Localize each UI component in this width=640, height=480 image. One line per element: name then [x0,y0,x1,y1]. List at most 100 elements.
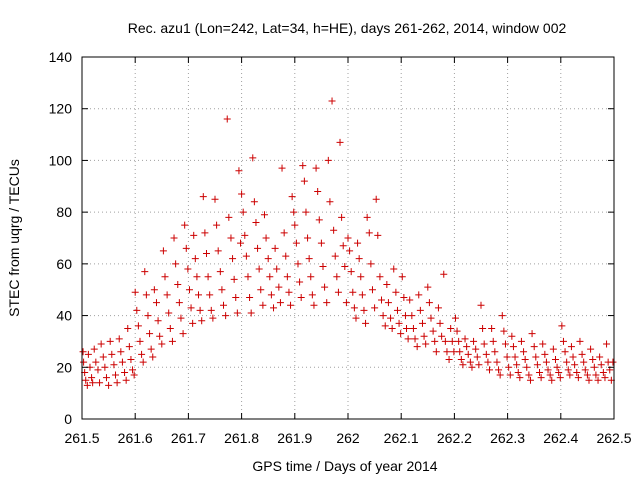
data-point [532,353,540,361]
data-point [266,273,274,281]
data-point [127,356,135,364]
data-point [468,363,476,371]
data-point [542,358,550,366]
data-point [453,327,461,335]
data-point [291,221,299,229]
data-point [142,291,150,299]
data-point [252,218,260,226]
chart-title: Rec. azu1 (Lon=242, Lat=34, h=HE), days … [128,20,567,36]
data-point [495,366,503,374]
x-axis-title: GPS time / Days of year 2014 [252,458,437,474]
data-point [493,358,501,366]
data-point [597,361,605,369]
data-point [144,312,152,320]
data-point [463,343,471,351]
data-point [445,356,453,364]
data-point [233,309,241,317]
data-point [300,177,308,185]
data-point [517,337,525,345]
data-point [288,193,296,201]
data-point [484,358,492,366]
data-point [122,376,130,384]
data-point [287,301,295,309]
data-point [341,262,349,270]
x-tick-label: 261.7 [171,430,206,446]
data-point [569,353,577,361]
data-point [523,363,531,371]
data-point [218,286,226,294]
data-point [184,265,192,273]
data-point [247,309,255,317]
data-point [89,379,97,387]
data-point [589,356,597,364]
data-point [594,376,602,384]
data-point [238,190,246,198]
x-tick-label: 262.1 [384,430,419,446]
data-point [395,319,403,327]
data-point [455,337,463,345]
data-point [525,371,533,379]
data-point [177,314,185,322]
data-point [384,299,392,307]
data-point [275,283,283,291]
data-point [206,291,214,299]
data-point [603,340,611,348]
data-point [115,335,123,343]
data-point [489,337,497,345]
data-point [367,260,375,268]
data-point [264,255,272,263]
data-point [165,309,173,317]
data-point [371,304,379,312]
data-point [546,371,554,379]
data-point [457,356,465,364]
data-point [537,374,545,382]
y-tick-label: 140 [49,49,73,65]
data-point [578,350,586,358]
data-point [436,319,444,327]
data-point [482,350,490,358]
data-point [260,211,268,219]
data-point [415,291,423,299]
data-point [147,345,155,353]
data-point [573,368,581,376]
data-point [347,268,355,276]
data-point [355,255,363,263]
data-point [220,301,228,309]
data-point [84,350,92,358]
data-point [166,325,174,332]
data-point [334,288,342,296]
data-point [113,379,121,387]
data-point [182,244,190,252]
data-point [372,195,380,203]
y-tick-label: 40 [56,308,72,324]
data-point [250,198,258,206]
data-point [161,273,169,281]
data-point [121,368,129,376]
data-point [82,376,90,384]
axis-ticks [81,56,615,420]
data-point [230,275,238,283]
data-point [204,273,212,281]
data-point [511,353,519,361]
data-point [506,371,514,379]
data-point [438,332,446,340]
data-point [282,252,290,260]
data-point [357,273,365,281]
x-tick-label: 262.2 [437,430,472,446]
data-point [466,358,474,366]
data-point [362,319,370,327]
y-tick-labels: 0 20 40 60 80 100 120 140 [49,49,73,427]
data-point [105,381,113,389]
data-point [473,353,481,361]
data-point [501,340,509,348]
data-point [172,260,180,268]
y-tick-label: 100 [49,152,73,168]
data-point [159,247,167,255]
data-point [408,312,416,320]
data-point [150,286,158,294]
x-tick-label: 262.4 [543,430,578,446]
data-point [475,361,483,369]
data-point [312,164,320,172]
data-point [349,288,357,296]
data-point [207,306,215,314]
